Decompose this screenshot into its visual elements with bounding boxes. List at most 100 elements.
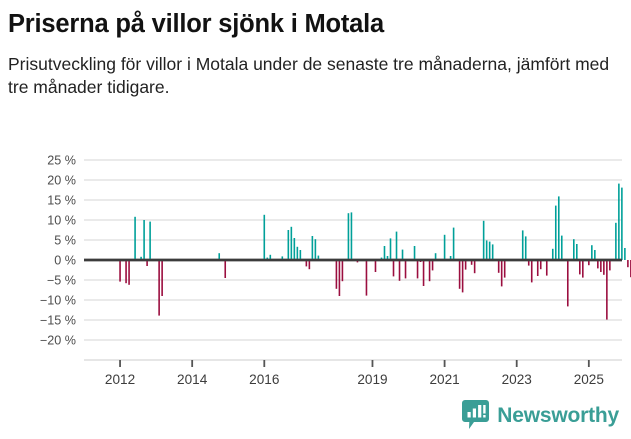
y-axis-tick-label: 25 % [47, 154, 76, 168]
chart-bar [530, 260, 533, 283]
chart-bar [500, 260, 503, 287]
y-axis-tick-label: −15 % [40, 314, 76, 328]
chart-plot-area: 25 % 20 % 15 % 10 % 5 % 0 % −5 % −10 % −15 % −20 … [0, 150, 631, 400]
chart-bar [600, 260, 602, 272]
page-title: Priserna på villor sjönk i Motala [8, 10, 385, 38]
chart-bar [161, 260, 163, 296]
x-axis-tick-label: 2025 [574, 372, 604, 387]
chart-bar [624, 248, 626, 260]
chart-bar [573, 239, 575, 260]
chart-bar [311, 236, 314, 260]
chart-bar [422, 260, 425, 286]
bar-chart-speech-bubble-icon [462, 400, 490, 429]
x-axis-tick-label: 2023 [502, 372, 532, 387]
chart-bar [497, 260, 500, 273]
chart-bar [588, 260, 590, 266]
chart-bar [149, 221, 151, 260]
chart-bar [386, 256, 389, 260]
chart-bar [536, 260, 539, 276]
logo-wordmark: Newsworthy [497, 403, 619, 427]
chart-bar [503, 260, 506, 278]
chart-bar [566, 260, 569, 307]
chart-bar [143, 220, 145, 260]
chart-bar [449, 256, 452, 260]
chart-bar [591, 245, 593, 260]
y-axis-tick-label: −5 % [47, 274, 76, 288]
chart-bar [269, 254, 272, 260]
chart-bar [576, 244, 578, 260]
bar-chart-svg: 25 % 20 % 15 % 10 % 5 % 0 % −5 % −10 % −15 % −20 … [40, 154, 631, 387]
chart-bar [606, 260, 608, 320]
chart-bar [521, 230, 524, 260]
chart-bar [627, 260, 629, 268]
chart-bar [395, 231, 398, 260]
chart-bar [218, 253, 221, 260]
chart-bar [416, 260, 419, 279]
chart-bar [347, 213, 350, 260]
x-axis-tick-label: 2014 [177, 372, 208, 387]
chart-bar [341, 260, 344, 282]
chart-bar [524, 236, 527, 260]
chart-bar [434, 253, 437, 260]
chart-bar [401, 249, 404, 260]
y-axis-tick-label: 10 % [47, 214, 76, 228]
chart-bar [582, 260, 584, 278]
chart-bar [317, 255, 320, 260]
chart-header: Priserna på villor sjönk i Motala Prisut… [0, 0, 631, 99]
chart-bar [461, 260, 464, 293]
chart-bar [335, 260, 338, 289]
chart-bar [140, 256, 142, 260]
chart-bar [314, 239, 317, 260]
chart-bar [470, 260, 473, 265]
chart-bar [621, 187, 623, 260]
chart-bar [389, 238, 392, 260]
chart-bar [488, 241, 491, 260]
y-axis-tick-label: −20 % [40, 334, 76, 348]
chart-bar [365, 260, 368, 296]
chart-bar [594, 250, 596, 260]
chart-bar [485, 240, 488, 260]
chart-bar [146, 260, 148, 266]
chart-bar [557, 196, 560, 260]
chart-bar [296, 246, 299, 260]
chart-bar [398, 260, 401, 281]
chart-bar [305, 260, 308, 267]
chart-bar [383, 246, 386, 260]
chart-bar [290, 226, 293, 260]
chart-bar [413, 246, 416, 260]
chart-bar [452, 227, 455, 260]
chart-bar [458, 260, 461, 289]
chart-subtitle: Prisutveckling för villor i Motala under… [8, 53, 610, 97]
chart-bar [338, 260, 341, 296]
chart-bar [158, 260, 160, 316]
chart-footer: Newsworthy [0, 398, 631, 439]
newsworthy-logo[interactable]: Newsworthy [462, 400, 619, 430]
chart-bar [263, 214, 266, 260]
chart-bar [618, 183, 620, 260]
chart-bar [431, 260, 434, 271]
y-axis-tick-label: 15 % [47, 194, 76, 208]
chart-bar [551, 248, 554, 260]
chart-bar [579, 260, 581, 275]
chart-bar [404, 260, 407, 279]
chart-bar [287, 230, 290, 260]
chart-bar [119, 260, 121, 282]
y-axis-tick-label: −10 % [40, 294, 76, 308]
chart-bar [482, 220, 485, 260]
chart-bar [281, 256, 284, 260]
chart-bar [299, 250, 302, 260]
x-axis-tick-label: 2016 [249, 372, 279, 387]
chart-bar [392, 260, 395, 277]
chart-bar [428, 260, 431, 282]
chart-bar [609, 260, 611, 271]
chart-bar [464, 260, 467, 270]
y-axis-tick-label: 5 % [54, 234, 76, 248]
chart-bar [374, 260, 377, 272]
chart-bar [603, 260, 605, 275]
chart-bar [473, 260, 476, 274]
chart-bar [443, 234, 446, 260]
y-axis-tick-label: 20 % [47, 174, 76, 188]
chart-bar [224, 260, 227, 278]
x-axis-tick-label: 2019 [357, 372, 387, 387]
